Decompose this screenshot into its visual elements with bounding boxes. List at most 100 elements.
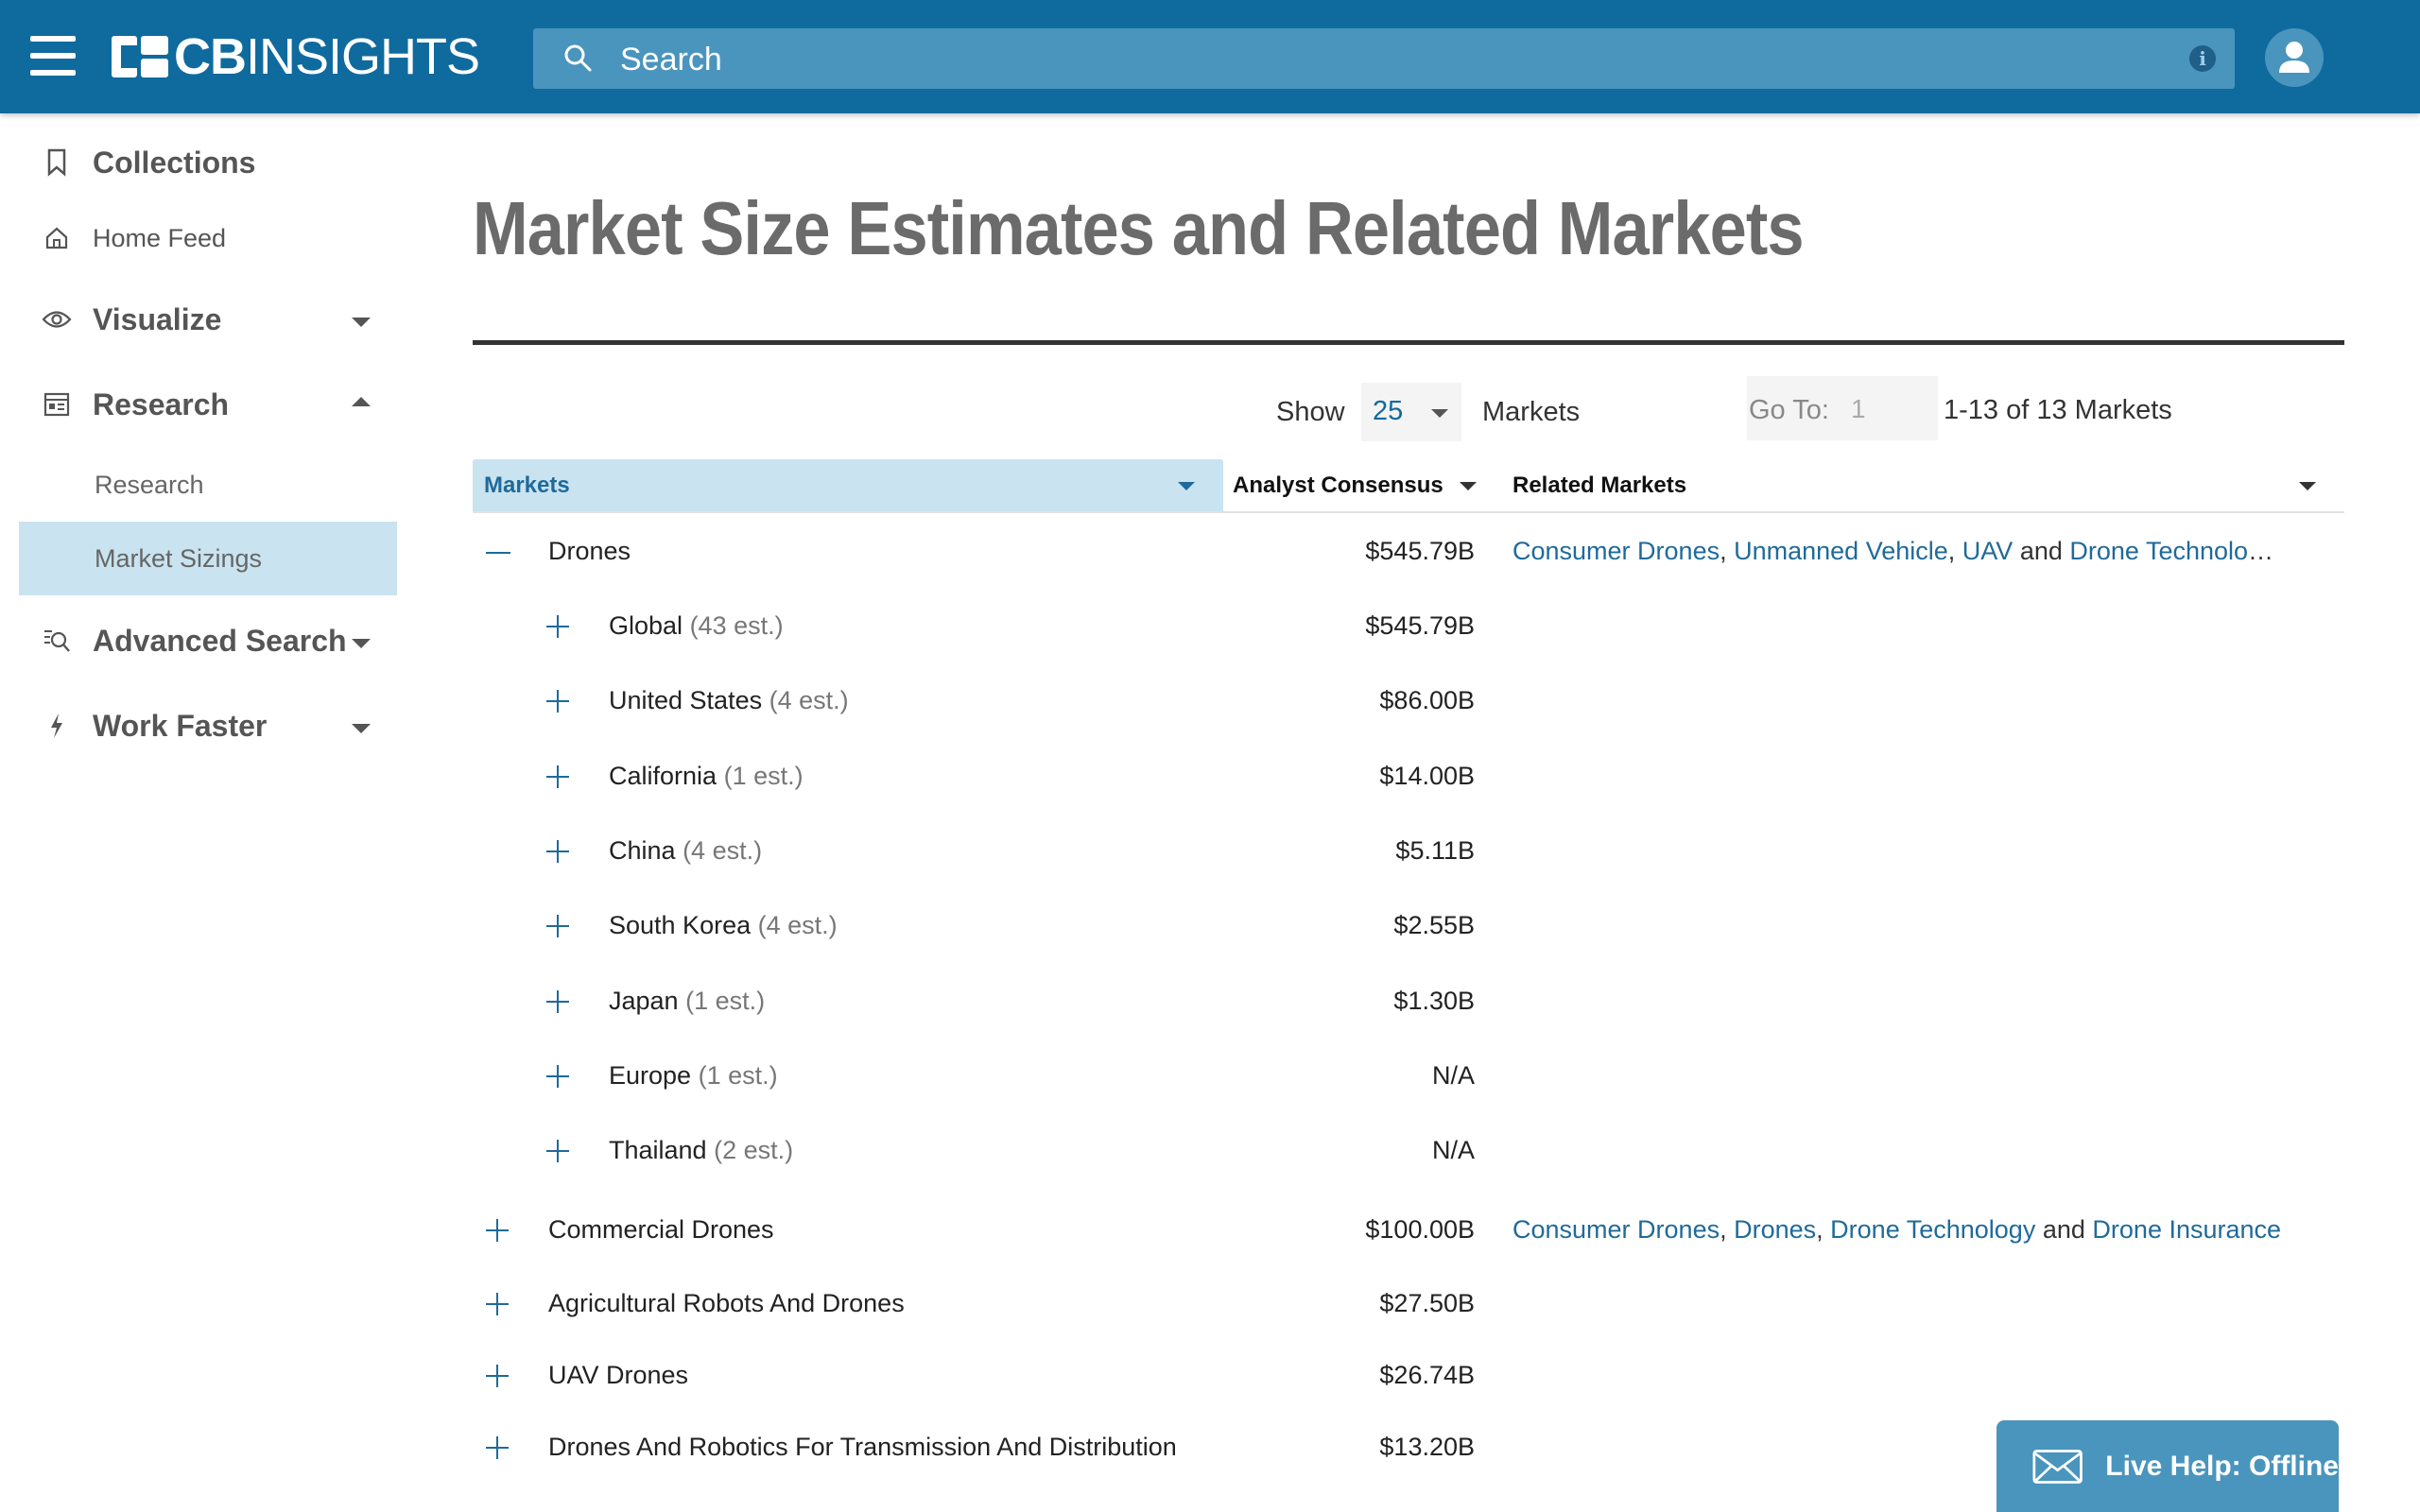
home-icon — [38, 219, 76, 257]
expand-icon[interactable] — [537, 598, 575, 655]
expand-icon[interactable] — [537, 1048, 575, 1105]
related-markets: Consumer Drones, Drones, Drone Technolog… — [1512, 1215, 2282, 1244]
analyst-consensus-value: $13.20B — [1379, 1433, 1475, 1461]
search-bar: i — [533, 28, 2235, 89]
related-market-link[interactable]: Unmanned Vehicle — [1734, 537, 1948, 565]
analyst-consensus-value: $5.11B — [1395, 836, 1475, 865]
page-size-select[interactable]: 25 — [1361, 383, 1461, 441]
analyst-consensus-value: $545.79B — [1365, 611, 1475, 640]
show-label: Show — [1276, 397, 1345, 427]
live-help-button[interactable]: Live Help: Offline — [1996, 1420, 2339, 1512]
sidebar-item-research[interactable]: Research — [19, 376, 397, 433]
table-row: Drones $545.79B Consumer Drones, Unmanned … — [473, 524, 2344, 580]
market-name[interactable]: Commercial Drones — [548, 1215, 774, 1245]
column-header-markets[interactable]: Markets — [473, 459, 1223, 512]
analyst-consensus-value: $1.30B — [1393, 987, 1475, 1015]
expand-icon[interactable] — [476, 1419, 514, 1476]
related-market-link[interactable]: UAV — [1962, 537, 2014, 565]
market-name-text: California — [609, 762, 717, 790]
expand-icon[interactable] — [537, 748, 575, 805]
market-name[interactable]: South Korea (4 est.) — [609, 911, 838, 940]
table-row: Agricultural Robots And Drones $27.50B — [473, 1276, 2344, 1332]
markets-label: Markets — [1482, 397, 1581, 427]
related-markets: Consumer Drones, Unmanned Vehicle, UAV a… — [1512, 537, 2288, 566]
related-market-link[interactable]: Drone Technology — [2069, 537, 2273, 565]
related-market-link[interactable]: Consumer Drones — [1512, 1215, 1720, 1244]
market-name[interactable]: UAV Drones — [548, 1361, 688, 1390]
market-name-text: Drones — [548, 537, 631, 565]
market-name[interactable]: Japan (1 est.) — [609, 987, 765, 1016]
related-market-link[interactable]: Drone Technology — [1830, 1215, 2036, 1244]
menu-icon[interactable] — [30, 36, 76, 76]
related-market-link[interactable]: Drones — [1734, 1215, 1817, 1244]
analyst-consensus-value: $27.50B — [1379, 1289, 1475, 1317]
expand-icon[interactable] — [476, 1348, 514, 1404]
chevron-down-icon — [1431, 409, 1448, 418]
top-bar: CBINSIGHTS i — [0, 0, 2420, 113]
table-row: Commercial Drones $100.00B Consumer Drones… — [473, 1202, 2344, 1259]
expand-icon[interactable] — [476, 1202, 514, 1259]
analyst-consensus-value: $86.00B — [1379, 686, 1475, 714]
chevron-down-icon[interactable] — [352, 318, 371, 327]
sidebar-subitem-research[interactable]: Research — [19, 448, 397, 522]
info-icon[interactable]: i — [2189, 45, 2216, 72]
market-name[interactable]: Agricultural Robots And Drones — [548, 1289, 905, 1318]
user-avatar[interactable] — [2265, 28, 2324, 87]
chevron-down-icon[interactable] — [352, 639, 371, 648]
cbinsights-logo[interactable]: CBINSIGHTS — [112, 28, 480, 85]
expand-icon[interactable] — [476, 1276, 514, 1332]
market-name[interactable]: Global (43 est.) — [609, 611, 784, 641]
title-divider — [473, 340, 2344, 345]
table-row: South Korea (4 est.) $2.55B — [473, 898, 2344, 954]
sidebar-subitem-label: Research — [95, 470, 204, 499]
sort-caret-icon — [2299, 481, 2316, 490]
analyst-consensus-value: $2.55B — [1393, 911, 1475, 939]
expand-icon[interactable] — [537, 673, 575, 730]
analyst-consensus-value: N/A — [1431, 1136, 1475, 1164]
market-name[interactable]: United States (4 est.) — [609, 686, 849, 715]
market-name-text: Global — [609, 611, 683, 640]
expand-icon[interactable] — [537, 1123, 575, 1179]
sidebar-item-work-faster[interactable]: Work Faster — [19, 697, 397, 754]
sidebar-item-visualize[interactable]: Visualize — [19, 291, 397, 348]
sidebar: Collections Home Feed Visualize Research… — [0, 113, 416, 1512]
sidebar-item-collections[interactable]: Collections — [19, 134, 397, 191]
estimate-count: (1 est.) — [685, 987, 766, 1015]
market-name-text: United States — [609, 686, 763, 714]
market-name[interactable]: Thailand (2 est.) — [609, 1136, 793, 1165]
goto-page-input[interactable] — [1849, 386, 1936, 433]
analyst-consensus-value: $100.00B — [1365, 1215, 1475, 1244]
advanced-search-icon — [38, 622, 76, 660]
user-icon — [2279, 42, 2309, 73]
sidebar-item-advanced-search[interactable]: Advanced Search — [19, 612, 397, 669]
eye-icon — [38, 301, 76, 338]
header-divider — [473, 511, 2344, 513]
related-market-link[interactable]: Consumer Drones — [1512, 537, 1720, 565]
market-name[interactable]: California (1 est.) — [609, 762, 804, 791]
market-name[interactable]: Drones — [548, 537, 631, 566]
expand-icon[interactable] — [537, 823, 575, 880]
chevron-up-icon[interactable] — [352, 397, 371, 406]
chevron-down-icon[interactable] — [352, 724, 371, 733]
live-help-label: Live Help: Offline — [2105, 1450, 2339, 1482]
market-name[interactable]: Europe (1 est.) — [609, 1061, 778, 1091]
column-header-label: Related Markets — [1512, 472, 1687, 498]
sidebar-item-home-feed[interactable]: Home Feed — [19, 210, 397, 266]
market-name[interactable]: Drones And Robotics For Transmission And… — [548, 1433, 1177, 1462]
collapse-icon[interactable] — [476, 524, 514, 580]
search-input[interactable] — [618, 36, 2135, 83]
sidebar-item-label: Visualize — [93, 301, 222, 336]
column-header-related-markets[interactable]: Related Markets — [1503, 459, 2344, 512]
sidebar-subitem-market-sizings[interactable]: Market Sizings — [19, 522, 397, 595]
estimate-count: (43 est.) — [689, 611, 784, 640]
sidebar-item-label: Collections — [93, 145, 256, 180]
column-header-label: Analyst Consensus — [1233, 472, 1443, 498]
table-row: California (1 est.) $14.00B — [473, 748, 2344, 805]
estimate-count: (4 est.) — [757, 911, 838, 939]
column-header-analyst-consensus[interactable]: Analyst Consensus — [1223, 459, 1488, 512]
expand-icon[interactable] — [537, 973, 575, 1030]
related-market-link[interactable]: Drone Insurance — [2092, 1215, 2282, 1244]
expand-icon[interactable] — [537, 898, 575, 954]
goto-label: Go To: — [1749, 395, 1829, 425]
market-name[interactable]: China (4 est.) — [609, 836, 762, 866]
